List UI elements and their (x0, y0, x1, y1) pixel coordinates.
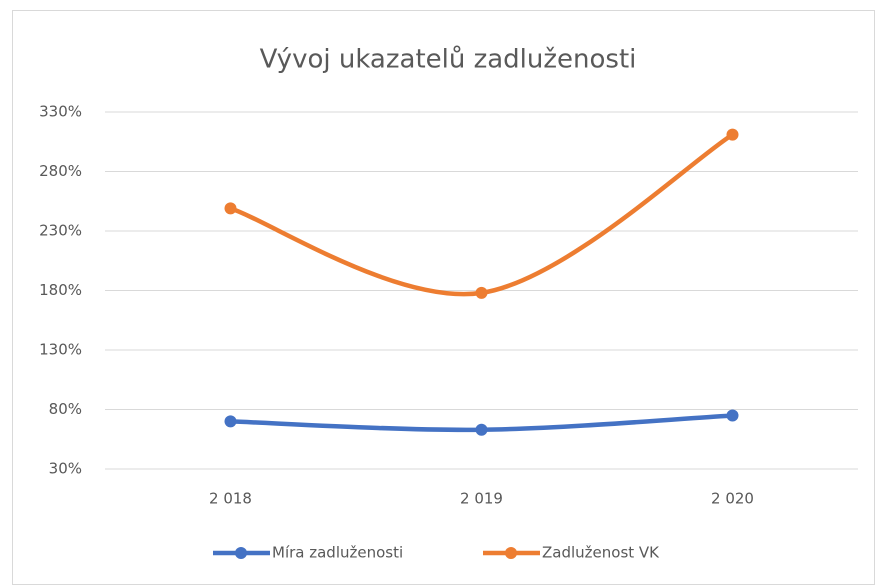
x-tick-label: 2 020 (711, 490, 754, 508)
data-point (726, 128, 739, 141)
y-tick-label: 230% (39, 222, 82, 240)
legend-label: Míra zadluženosti (272, 544, 403, 562)
chart-border (12, 10, 875, 585)
data-point (475, 423, 488, 436)
x-tick-label: 2 019 (460, 490, 503, 508)
y-tick-label: 80% (49, 400, 82, 418)
legend-label: Zadluženost VK (542, 544, 660, 562)
y-tick-label: 330% (39, 103, 82, 121)
y-tick-label: 30% (49, 460, 82, 478)
legend-marker (235, 547, 247, 559)
data-point (224, 202, 237, 215)
x-tick-label: 2 018 (209, 490, 252, 508)
chart-title: Vývoj ukazatelů zadluženosti (260, 45, 637, 75)
y-tick-label: 180% (39, 281, 82, 299)
data-point (224, 415, 237, 428)
legend-marker (505, 547, 517, 559)
data-point (726, 409, 739, 422)
y-tick-label: 130% (39, 341, 82, 359)
y-tick-label: 280% (39, 162, 82, 180)
data-point (475, 286, 488, 299)
